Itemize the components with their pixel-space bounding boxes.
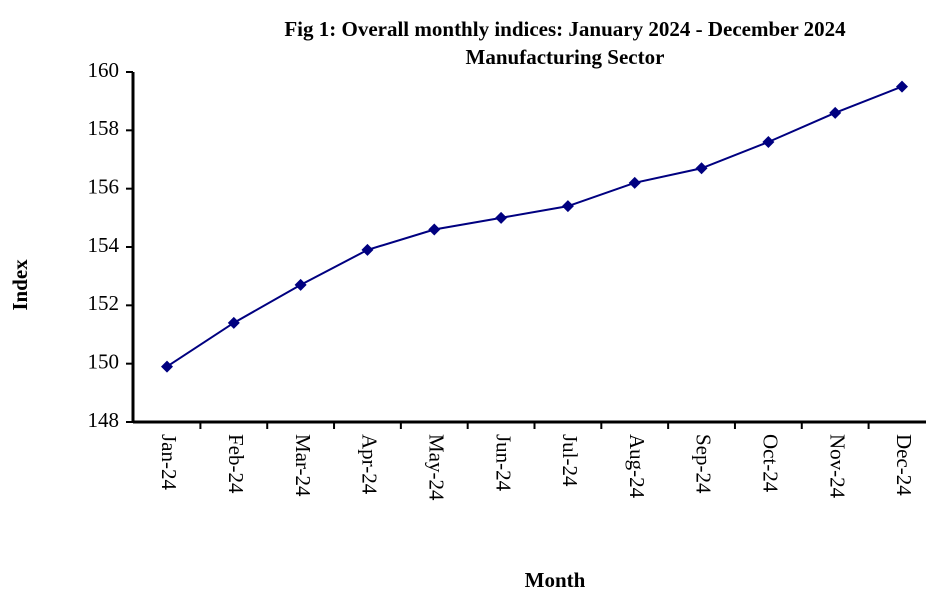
y-tick-label: 152 [88,291,120,315]
x-tick-label: Jun-24 [491,434,515,492]
chart-title: Fig 1: Overall monthly indices: January … [284,17,846,41]
chart-subtitle: Manufacturing Sector [466,45,665,69]
y-tick-label: 154 [88,233,120,257]
x-tick-label: Mar-24 [291,434,315,497]
y-tick-label: 148 [88,408,120,432]
x-tick-label: Dec-24 [892,434,916,496]
x-axis-label: Month [525,568,586,592]
y-tick-label: 150 [88,349,120,373]
x-tick-label: Nov-24 [825,434,849,499]
marker [561,200,574,213]
marker [495,211,508,224]
marker [829,106,842,119]
y-tick-label: 160 [88,58,120,82]
marker [227,316,240,329]
x-tick-label: Oct-24 [759,434,783,493]
y-tick-label: 156 [88,174,120,198]
x-tick-label: Jan-24 [157,434,181,490]
x-tick-label: Feb-24 [224,434,248,494]
x-tick-label: Aug-24 [625,434,649,499]
marker [762,136,775,148]
marker [161,360,173,373]
marker [428,223,441,236]
line [166,85,903,368]
x-tick-label: Sep-24 [692,434,716,494]
marker [896,80,908,93]
x-tick-label: Apr-24 [358,434,382,495]
marker [294,278,307,291]
marker [695,162,708,175]
x-tick-label: Jul-24 [558,434,582,487]
marker [628,176,641,189]
x-tick-label: May-24 [424,434,448,501]
marker [361,243,374,256]
y-axis-label: Index [8,259,32,311]
y-tick-label: 158 [88,116,120,140]
